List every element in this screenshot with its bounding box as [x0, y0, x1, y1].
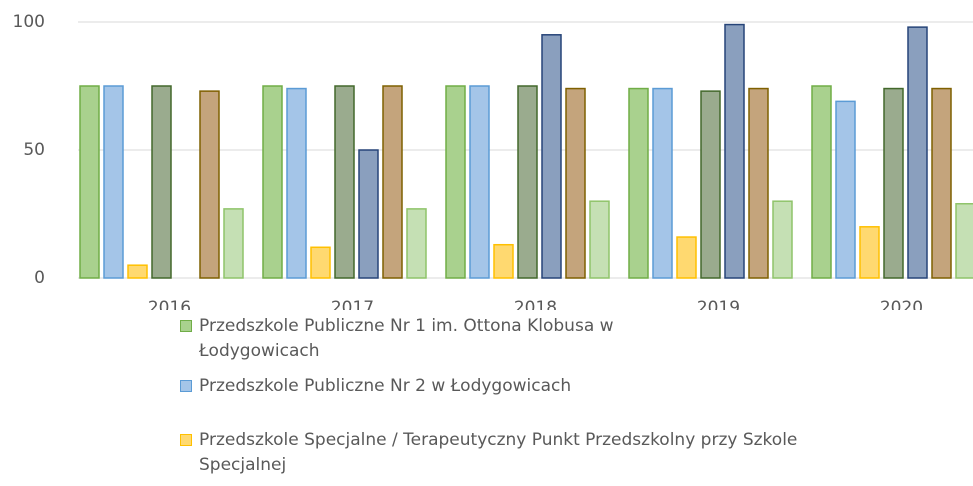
bar — [310, 246, 331, 279]
y-tick-label: 0 — [34, 268, 45, 288]
x-tick-label: 2017 — [331, 298, 374, 310]
bar — [772, 200, 793, 279]
bar — [493, 243, 514, 279]
legend-item: Przedszkole Publiczne Nr 1 im. Ottona Kl… — [180, 314, 679, 364]
x-tick-label: 2020 — [880, 298, 923, 310]
legend-label: Przedszkole Publiczne Nr 2 w Łodygowicac… — [199, 376, 572, 396]
bar — [565, 87, 586, 279]
bar — [835, 100, 856, 279]
bar — [517, 85, 538, 279]
bar — [358, 149, 379, 279]
bar — [724, 23, 745, 279]
bar — [652, 87, 673, 279]
bar — [628, 87, 649, 279]
legend-item: Przedszkole Specjalne / Terapeutyczny Pu… — [180, 428, 819, 478]
legend-swatch — [180, 434, 192, 446]
plot: 0 50 100 2016 2017 2018 2019 2020 — [13, 12, 973, 310]
x-tick-label: 2018 — [514, 298, 557, 310]
bar — [199, 90, 220, 279]
bar — [79, 85, 100, 279]
bar — [541, 34, 562, 279]
legend-swatch — [180, 380, 192, 392]
legend: Przedszkole Publiczne Nr 1 im. Ottona Kl… — [180, 314, 819, 486]
bar — [748, 87, 769, 279]
bar — [382, 85, 403, 279]
legend-label: Przedszkole Specjalne / Terapeutyczny Pu… — [199, 430, 798, 475]
bar — [589, 200, 610, 279]
bar — [859, 226, 880, 279]
bar — [883, 87, 904, 279]
bar — [286, 87, 307, 279]
bar — [469, 85, 490, 279]
bar — [406, 208, 427, 279]
bar — [445, 85, 466, 279]
bar — [907, 26, 928, 279]
bar — [955, 203, 973, 279]
y-tick-label: 100 — [13, 12, 45, 32]
bar — [811, 85, 832, 279]
bar — [151, 85, 172, 279]
x-tick-label: 2016 — [148, 298, 191, 310]
bar — [223, 208, 244, 279]
bar — [676, 236, 697, 279]
legend-label: Przedszkole Publiczne Nr 1 im. Ottona Kl… — [199, 316, 614, 361]
x-tick-label: 2019 — [697, 298, 740, 310]
bar — [334, 85, 355, 279]
y-tick-label: 50 — [23, 140, 45, 160]
legend-swatch — [180, 320, 192, 332]
bar — [262, 85, 283, 279]
bar — [700, 90, 721, 279]
bar — [103, 85, 124, 279]
legend-item: Przedszkole Publiczne Nr 2 w Łodygowicac… — [180, 374, 819, 399]
bar — [127, 264, 148, 279]
bar — [931, 87, 952, 279]
